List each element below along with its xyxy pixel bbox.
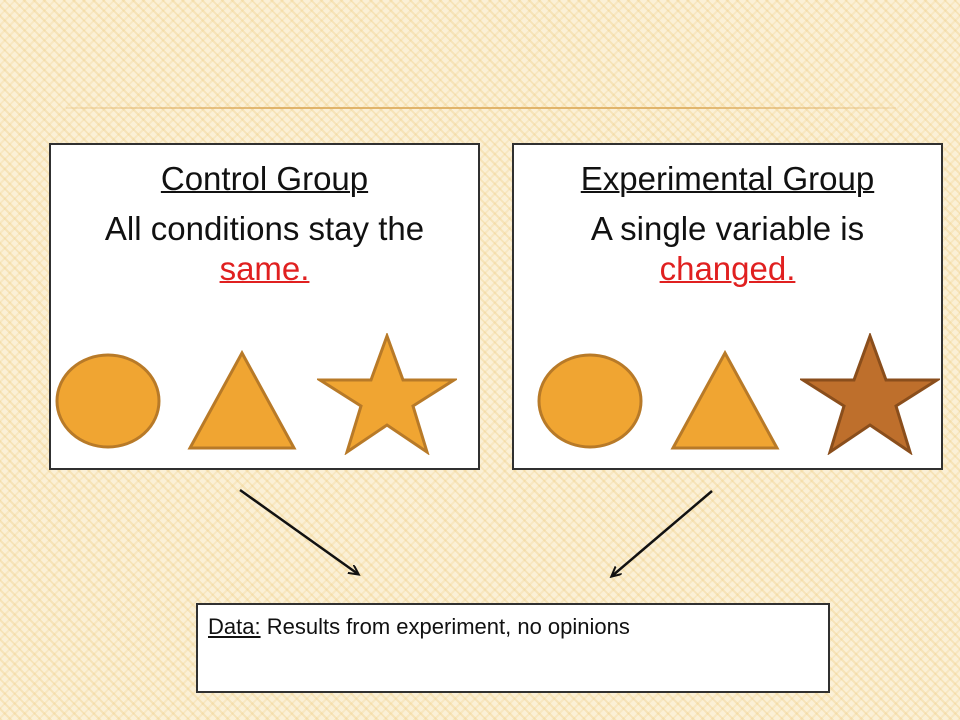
- experimental-group-panel: Experimental Group A single variable is …: [512, 143, 943, 470]
- arrow-from-experimental-group: [612, 490, 713, 576]
- experimental-group-description-text: A single variable is: [590, 210, 865, 247]
- experimental-group-description: A single variable is changed.: [526, 209, 929, 289]
- control-group-title: Control Group: [160, 160, 369, 197]
- control-group-description-text: All conditions stay the: [104, 210, 425, 247]
- data-label: Data:: [208, 614, 261, 639]
- arrow-from-control-group: [239, 488, 358, 574]
- control-circle-shape: [55, 353, 161, 449]
- control-group-description: All conditions stay the same.: [63, 209, 466, 289]
- control-group-highlight: same.: [219, 250, 310, 287]
- control-star-shape: [317, 333, 457, 455]
- control-group-panel: Control Group All conditions stay the sa…: [49, 143, 480, 470]
- experimental-circle-shape: [537, 353, 643, 449]
- data-description: Results from experiment, no opinions: [260, 614, 630, 639]
- experimental-triangle-shape: [670, 350, 780, 450]
- experimental-group-highlight: changed.: [659, 250, 796, 287]
- data-result-box: Data: Results from experiment, no opinio…: [196, 603, 830, 693]
- decorative-divider-line: [66, 107, 896, 109]
- experimental-changed-star-shape: [800, 333, 940, 455]
- control-triangle-shape: [187, 350, 297, 450]
- experimental-group-title: Experimental Group: [580, 160, 875, 197]
